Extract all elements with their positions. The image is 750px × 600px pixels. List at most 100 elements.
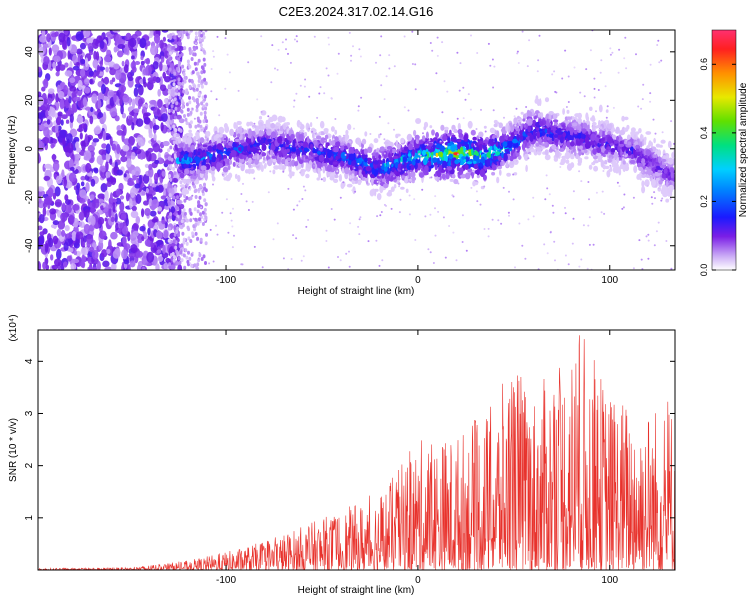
spectrogram-cell [662,155,667,160]
spectrogram-cell [167,90,171,94]
spectrogram-cell [277,131,284,135]
spectrogram-cell [251,135,254,143]
spectrogram-cell [161,170,166,177]
spectrogram-cell [581,128,587,133]
spectrogram-cell [123,64,129,74]
spectrogram-cell [200,257,204,261]
spectrogram-cell [272,158,277,163]
spectrogram-cell [196,262,200,267]
spectrogram-cell [182,253,186,258]
spectrogram-cell [447,137,451,144]
spectrogram-cell [91,249,99,260]
spectrogram-cell [169,184,173,189]
spectrogram-cell [203,115,207,120]
spectrogram-cell [97,112,104,118]
spectrogram-cell [96,64,101,76]
spectrogram-cell [168,174,171,178]
spectrogram-cell [120,86,124,98]
spectrogram-cell [184,133,188,139]
spectrogram-cell [189,30,193,33]
spectrogram-cell [119,96,123,106]
spectrogram-cell [138,98,143,107]
spectrogram-cell [79,189,87,199]
spectrogram-cell [122,94,130,103]
spectrogram-cell [101,143,107,149]
spectrogram-cell [464,172,471,180]
spectrogram-cell [169,212,173,217]
spectrogram-cell [144,239,151,247]
spectrogram-cell [117,50,124,58]
spectrogram-cell [316,151,322,155]
spectrogram-cell [170,157,174,162]
spectrogram-cell [491,164,497,171]
spectrogram-cell [137,238,143,244]
spectrogram-cell [191,231,195,236]
spectrogram-cell [398,157,401,161]
spectrogram-cell [406,133,413,142]
spectrogram-cell [157,255,164,262]
spectrogram-cell [103,55,112,63]
spectrogram-cell [100,165,106,173]
spectrogram-cell [195,108,199,113]
spectrogram-cell [189,196,193,201]
spectrogram-cell [248,159,252,164]
spectrogram-cell [606,123,613,129]
spectrogram-cell [43,127,50,137]
spectrogram-cell [463,133,469,142]
spectrogram-cell [175,249,179,254]
spectrogram-cell [83,30,91,38]
spectrogram-cell [162,36,166,42]
spectrogram-cell [113,93,117,103]
spectrogram-cell [170,256,174,261]
spectrogram-cell [183,198,187,203]
spectrogram-cell [110,216,115,223]
spectrogram-cell [258,129,264,137]
spectrogram-cell [169,51,172,56]
spectrogram-cell [75,31,84,41]
spectrogram-cell [565,126,569,132]
spectrogram-cell [205,102,209,107]
spectrogram-cell [337,151,341,159]
spectrogram-cell [202,69,206,74]
spectrogram-cell [152,143,161,153]
spectrogram-cell [181,211,185,216]
spectrogram-cell [497,155,502,161]
spectrogram-cell [202,144,208,148]
spectrogram-cell [188,129,192,133]
spectrogram-cell [641,185,646,194]
spectrogram-cell [98,230,107,240]
spectrogram-cell [435,132,439,138]
spectrogram-cell [134,148,142,155]
spectrogram-cell [163,229,169,239]
spectrogram-cell [153,172,159,182]
spectrogram-cell [133,108,140,114]
spectrogram-cell [145,187,149,194]
spectrogram-cell [503,153,508,162]
spectrogram-cell [120,213,127,221]
spectrogram-cell [183,46,187,51]
spectrogram-cell [85,182,90,193]
spectrogram-cell [639,141,643,148]
spectrogram-cell [506,172,511,177]
spectrogram-cell [223,158,229,162]
spectrogram-cell [564,151,571,160]
spectrogram-cell [188,64,192,69]
spectrogram-cell [565,146,570,152]
spectrogram-cell [344,136,348,143]
spectrogram-cell [38,261,42,270]
spectrogram-cell [193,149,196,156]
spectrogram-cell [182,72,186,77]
spectrogram-cell [101,154,106,161]
spectrogram-cell [72,54,78,64]
spectrogram-cell [442,160,448,169]
spectrogram-cell [571,122,578,127]
spectrogram-cell [425,131,429,139]
spectrogram-cell [520,123,523,131]
spectrogram-cell [55,175,63,184]
spectrogram-cell [188,78,192,83]
spectrogram-cell [83,78,90,85]
spectrogram-cell [483,125,487,129]
spectrogram-cell [199,170,206,174]
spectrogram-cell [493,119,498,124]
spectrogram-cell [324,158,330,163]
